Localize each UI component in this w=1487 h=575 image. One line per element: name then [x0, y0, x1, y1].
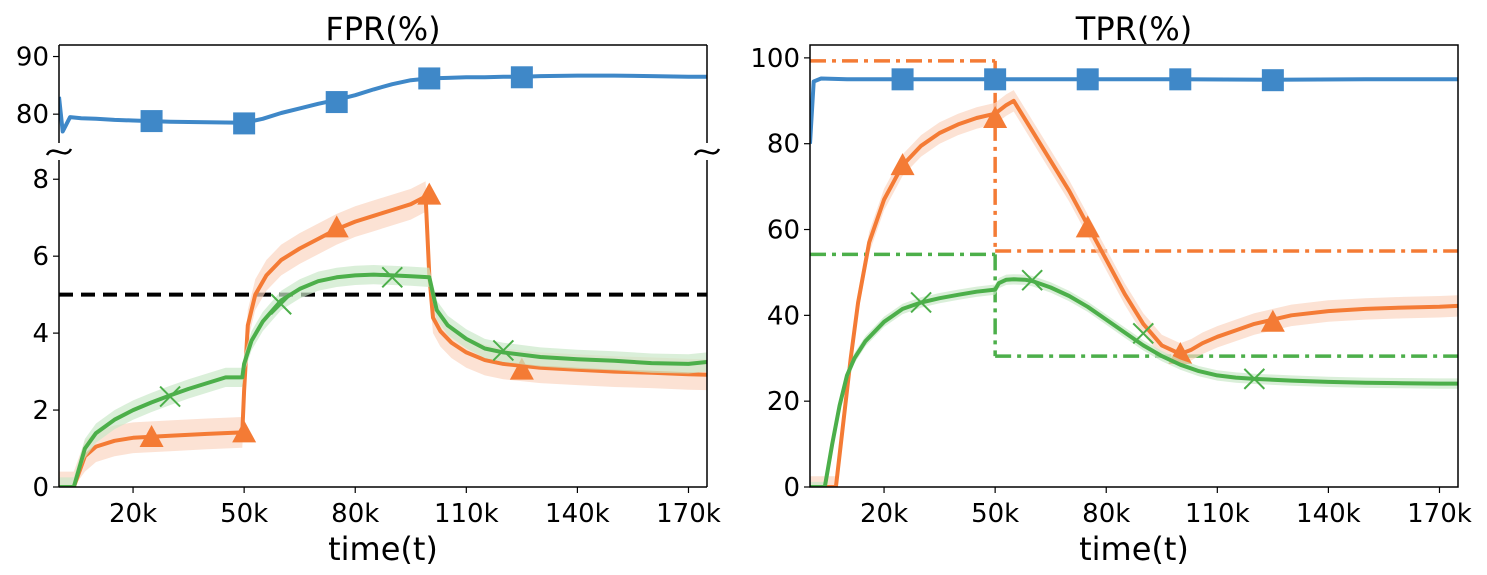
fpr-x-tick-label: 140k	[545, 499, 610, 529]
fpr-blue-series-marker	[233, 112, 256, 135]
fpr-orange-series-marker	[232, 420, 257, 443]
tpr-y-tick-label: 0	[783, 473, 800, 503]
fpr-blue-series-marker	[510, 66, 533, 89]
tpr-plot-area: 0 20 40 60 80 100 20k 50k 80k 110k 140k 170k	[750, 44, 1471, 529]
tpr-y-tick-label: 80	[767, 130, 800, 160]
tpr-x-tick-label: 20k	[860, 499, 908, 529]
tpr-chart-title: TPR(%)	[1075, 10, 1192, 48]
tpr-green-series-marker	[1243, 368, 1266, 390]
fpr-green-series-marker	[270, 293, 292, 315]
tpr-x-tick-label: 170k	[1407, 499, 1472, 529]
tpr-green-series-marker	[1021, 269, 1043, 291]
tpr-x-tick-label: 140k	[1296, 499, 1361, 529]
fpr-x-tick-label: 110k	[434, 499, 499, 529]
fpr-x-tick-label: 80k	[331, 499, 379, 529]
fpr-x-axis-label: time(t)	[328, 530, 438, 568]
tpr-y-tick-label: 20	[767, 387, 800, 417]
tpr-blue-series-marker	[1261, 69, 1284, 92]
fpr-lower-series-group	[59, 181, 707, 487]
fpr-green-series-marker	[492, 339, 515, 362]
tpr-series-group	[810, 59, 1458, 487]
fpr-lower-y-tick-label: 8	[32, 165, 49, 195]
fpr-lower-y-tick-label: 6	[32, 242, 49, 272]
fpr-blue-series-marker	[418, 67, 441, 90]
fpr-green-series-marker	[159, 385, 181, 408]
tpr-orange-series-line	[810, 98, 1458, 487]
fpr-orange-series-marker	[139, 424, 164, 447]
fpr-orange-series-marker	[417, 182, 442, 205]
tpr-orange-series-marker	[1260, 309, 1285, 332]
tpr-x-tick-label: 50k	[971, 499, 1019, 529]
fpr-green-series-line	[59, 272, 707, 487]
fpr-chart-title: FPR(%)	[325, 10, 440, 48]
tpr-x-tick-label: 80k	[1082, 499, 1130, 529]
fpr-chart: FPR(%) time(t) 80 90 0 2 4 6 8 20k 50k 80k 110k 14…	[16, 10, 721, 568]
fpr-upper-y-tick-label: 90	[16, 43, 49, 73]
fpr-blue-series-marker	[140, 110, 163, 133]
fpr-x-tick-label: 170k	[656, 499, 721, 529]
fpr-lower-y-tick-label: 0	[32, 473, 49, 503]
fpr-x-tick-label: 50k	[220, 499, 268, 529]
tpr-blue-series-marker	[891, 68, 914, 91]
axis-break-mark	[693, 148, 721, 156]
fpr-orange-series-marker	[509, 357, 534, 380]
tpr-orange-series-marker	[983, 105, 1008, 128]
fpr-upper-y-tick-label: 80	[16, 100, 49, 130]
tpr-axes-frame	[809, 44, 1459, 488]
axis-break-mark	[45, 148, 73, 156]
fpr-blue-series-marker	[325, 91, 348, 114]
tpr-y-tick-label: 40	[767, 301, 800, 331]
tpr-chart: TPR(%) time(t) 0 20 40 60 80 100 20k 50k 80k 110k…	[750, 10, 1471, 568]
fpr-lower-panel: 0 2 4 6 8 20k 50k 80k 110k 140k 170k	[32, 160, 721, 529]
fpr-lower-y-tick-label: 2	[32, 396, 49, 426]
tpr-green-series-marker	[910, 291, 932, 314]
tpr-orange-series-marker	[1075, 215, 1100, 238]
fpr-x-tick-label: 20k	[109, 499, 157, 529]
fpr-lower-y-tick-label: 4	[32, 319, 49, 349]
tpr-x-axis-label: time(t)	[1079, 530, 1189, 568]
fpr-upper-panel: 80 90	[16, 43, 721, 156]
tpr-orange-series-marker	[890, 153, 915, 176]
tpr-x-tick-label: 110k	[1185, 499, 1250, 529]
fpr-upper-series-group	[59, 66, 707, 135]
fpr-green-series-marker	[381, 266, 403, 289]
tpr-y-tick-label: 100	[750, 44, 800, 74]
tpr-orange-series-band	[810, 90, 1458, 487]
tpr-blue-series-marker	[1169, 68, 1192, 91]
fpr-orange-series-marker	[324, 215, 349, 238]
tpr-blue-series-marker	[984, 68, 1007, 91]
tpr-y-tick-label: 60	[767, 216, 800, 246]
tpr-blue-series-marker	[1076, 68, 1099, 91]
tpr-green-series-marker	[1132, 322, 1154, 345]
